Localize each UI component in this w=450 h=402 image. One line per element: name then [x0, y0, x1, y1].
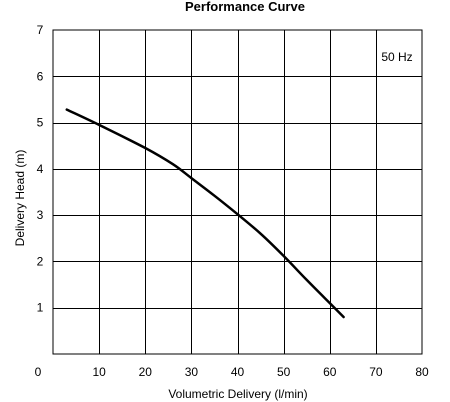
x-tick-label: 20	[139, 365, 153, 379]
x-tick-label: 50	[277, 365, 291, 379]
x-tick-label: 30	[185, 365, 199, 379]
y-tick-label: 7	[37, 23, 44, 37]
frequency-label: 50 Hz	[381, 50, 412, 64]
x-axis-label: Volumetric Delivery (l/min)	[168, 387, 307, 401]
y-tick-label: 4	[37, 162, 44, 176]
y-tick-label: 5	[37, 116, 44, 130]
x-tick-label: 10	[92, 365, 106, 379]
grid	[53, 30, 422, 354]
x-tick-label: 60	[323, 365, 337, 379]
x-tick-labels: 10 20 30 40 50 60 70 80	[92, 365, 429, 379]
y-tick-label: 6	[37, 69, 44, 83]
y-tick-label: 1	[37, 301, 44, 315]
x-tick-label: 40	[231, 365, 245, 379]
chart-title: Performance Curve	[185, 0, 305, 14]
y-tick-label: 2	[37, 254, 44, 268]
y-axis-label: Delivery Head (m)	[13, 150, 27, 247]
y-tick-label: 3	[37, 208, 44, 222]
series-line	[65, 108, 345, 319]
plot-frame	[52, 29, 423, 355]
x-tick-label: 70	[369, 365, 383, 379]
x-tick-label: 80	[415, 365, 429, 379]
y-tick-labels: 1 2 3 4 5 6 7	[37, 23, 44, 315]
x-origin-label: 0	[35, 365, 42, 379]
